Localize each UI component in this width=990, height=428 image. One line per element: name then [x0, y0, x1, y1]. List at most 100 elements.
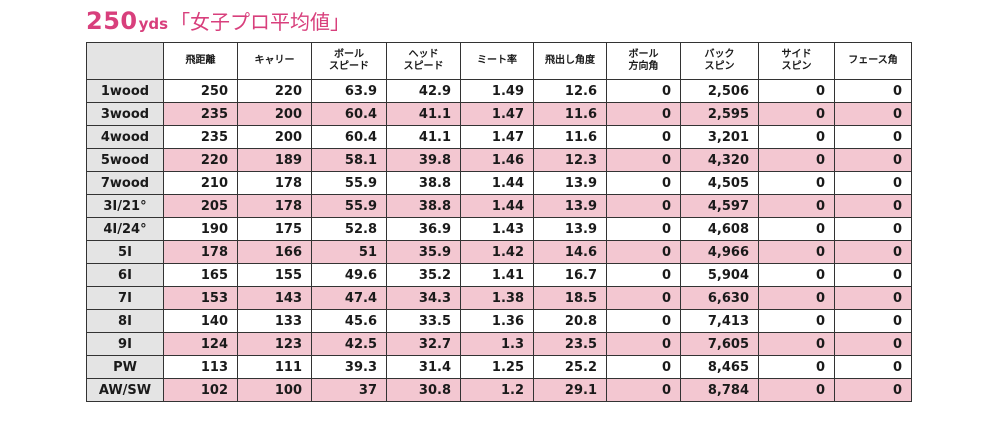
value-cell: 140 [163, 309, 238, 333]
club-name-cell: 3I/21° [86, 194, 164, 218]
value-cell: 11.6 [533, 102, 607, 126]
club-name-cell: PW [86, 355, 164, 379]
value-cell: 190 [163, 217, 238, 241]
table-row: AW/SW 102 100 37 30.8 1.2 29.1 0 8,784 0 0 [86, 378, 912, 402]
club-name-cell: 3wood [86, 102, 164, 126]
value-cell: 0 [834, 194, 912, 218]
value-cell: 7,413 [680, 309, 759, 333]
title-unit: yds [138, 15, 169, 33]
value-cell: 1.46 [460, 148, 534, 172]
value-cell: 200 [237, 125, 312, 149]
column-header-label: 飛距離 [185, 55, 216, 66]
value-cell: 0 [606, 355, 681, 379]
value-cell: 63.9 [311, 79, 387, 103]
value-cell: 38.8 [386, 194, 461, 218]
table-row: 7wood 210 178 55.9 38.8 1.44 13.9 0 4,505 0 0 [86, 171, 912, 195]
value-cell: 220 [237, 79, 312, 103]
value-cell: 0 [606, 148, 681, 172]
column-header-label: フェース角 [848, 55, 898, 66]
value-cell: 102 [163, 378, 238, 402]
value-cell: 11.6 [533, 125, 607, 149]
value-cell: 60.4 [311, 125, 387, 149]
value-cell: 113 [163, 355, 238, 379]
table-row: 4wood 235 200 60.4 41.1 1.47 11.6 0 3,201 0 0 [86, 125, 912, 149]
value-cell: 55.9 [311, 171, 387, 195]
table-row: 8I 140 133 45.6 33.5 1.36 20.8 0 7,413 0 0 [86, 309, 912, 333]
column-header-label: ミート率 [477, 55, 517, 66]
value-cell: 23.5 [533, 332, 607, 356]
value-cell: 0 [606, 79, 681, 103]
table-row: 3I/21° 205 178 55.9 38.8 1.44 13.9 0 4,597 0 0 [86, 194, 912, 218]
value-cell: 1.44 [460, 171, 534, 195]
value-cell: 32.7 [386, 332, 461, 356]
value-cell: 3,201 [680, 125, 759, 149]
header-row: 飛距離 キャリー ボール スピード ヘッド スピード ミート率 飛出し角度 ボール 方向角 バックス… [86, 42, 912, 80]
value-cell: 0 [758, 217, 835, 241]
club-name-cell: 7I [86, 286, 164, 310]
column-header: ヘッド スピード [386, 42, 461, 80]
column-header-label: ボール [628, 49, 659, 60]
value-cell: 33.5 [386, 309, 461, 333]
value-cell: 0 [834, 378, 912, 402]
value-cell: 41.1 [386, 102, 461, 126]
value-cell: 0 [758, 332, 835, 356]
column-header: フェース角 [834, 42, 912, 80]
value-cell: 30.8 [386, 378, 461, 402]
value-cell: 0 [606, 194, 681, 218]
value-cell: 0 [834, 240, 912, 264]
value-cell: 47.4 [311, 286, 387, 310]
column-header-label: スピン [704, 61, 735, 72]
column-header-label: バック [704, 49, 735, 60]
value-cell: 0 [606, 240, 681, 264]
value-cell: 0 [758, 79, 835, 103]
column-header-label: スピード [329, 61, 369, 72]
column-header: ボール スピード [311, 42, 387, 80]
value-cell: 4,320 [680, 148, 759, 172]
column-header: 飛距離 [163, 42, 238, 80]
value-cell: 1.49 [460, 79, 534, 103]
column-header: ミート率 [460, 42, 534, 80]
value-cell: 235 [163, 102, 238, 126]
club-stats-table: 飛距離 キャリー ボール スピード ヘッド スピード ミート率 飛出し角度 ボール 方向角 バックス… [86, 42, 912, 402]
value-cell: 250 [163, 79, 238, 103]
value-cell: 13.9 [533, 217, 607, 241]
value-cell: 14.6 [533, 240, 607, 264]
column-header: バック スピン [680, 42, 759, 80]
value-cell: 0 [758, 125, 835, 149]
value-cell: 60.4 [311, 102, 387, 126]
column-header-label: キャリー [254, 55, 295, 66]
value-cell: 200 [237, 102, 312, 126]
value-cell: 100 [237, 378, 312, 402]
club-name-cell: 6I [86, 263, 164, 287]
table-body: 1wood 250 220 63.9 42.9 1.49 12.6 0 2,506 0 0 3wood… [86, 79, 912, 402]
value-cell: 31.4 [386, 355, 461, 379]
value-cell: 1.38 [460, 286, 534, 310]
value-cell: 37 [311, 378, 387, 402]
value-cell: 1.2 [460, 378, 534, 402]
value-cell: 0 [606, 217, 681, 241]
value-cell: 16.7 [533, 263, 607, 287]
value-cell: 123 [237, 332, 312, 356]
value-cell: 220 [163, 148, 238, 172]
value-cell: 55.9 [311, 194, 387, 218]
club-name-cell: 5wood [86, 148, 164, 172]
value-cell: 4,966 [680, 240, 759, 264]
value-cell: 0 [758, 148, 835, 172]
value-cell: 189 [237, 148, 312, 172]
table-row: 4I/24° 190 175 52.8 36.9 1.43 13.9 0 4,608 0 0 [86, 217, 912, 241]
value-cell: 178 [237, 171, 312, 195]
value-cell: 143 [237, 286, 312, 310]
column-header: キャリー [237, 42, 312, 80]
column-header-label: サイド [781, 49, 812, 60]
title-distance: 250 [86, 7, 138, 35]
value-cell: 0 [834, 309, 912, 333]
value-cell: 42.9 [386, 79, 461, 103]
value-cell: 0 [606, 171, 681, 195]
value-cell: 155 [237, 263, 312, 287]
value-cell: 0 [834, 148, 912, 172]
value-cell: 4,608 [680, 217, 759, 241]
value-cell: 0 [758, 355, 835, 379]
value-cell: 5,904 [680, 263, 759, 287]
value-cell: 153 [163, 286, 238, 310]
value-cell: 0 [606, 378, 681, 402]
